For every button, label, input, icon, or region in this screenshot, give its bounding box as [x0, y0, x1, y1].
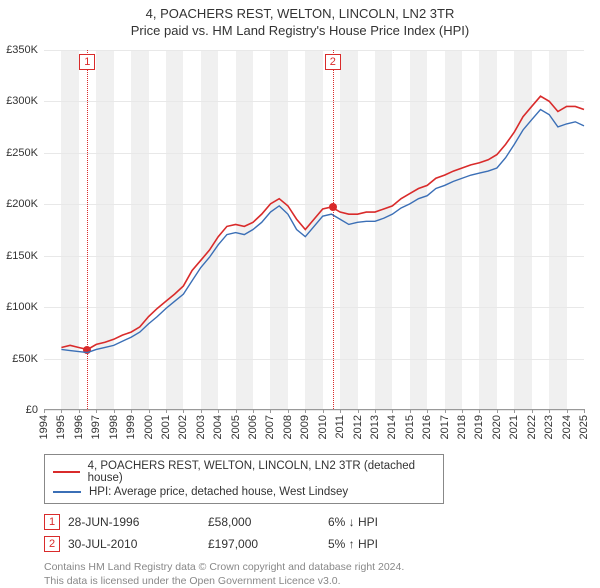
- series-svg: [44, 50, 584, 409]
- x-tick-label: 2014: [386, 415, 398, 439]
- x-tick-label: 2012: [352, 415, 364, 439]
- x-tick: [61, 409, 62, 413]
- legend-label: 4, POACHERS REST, WELTON, LINCOLN, LN2 3…: [88, 460, 435, 484]
- footer-line: Contains HM Land Registry data © Crown c…: [44, 560, 600, 574]
- x-tick-label: 2001: [160, 415, 172, 439]
- series-line: [61, 110, 584, 353]
- legend-swatch: [53, 491, 81, 493]
- x-tick: [410, 409, 411, 413]
- x-tick-label: 2003: [195, 415, 207, 439]
- x-tick: [479, 409, 480, 413]
- y-tick-label: £100K: [6, 301, 38, 313]
- x-tick-label: 2025: [578, 415, 590, 439]
- x-tick: [114, 409, 115, 413]
- x-tick: [340, 409, 341, 413]
- event-delta: 6% ↓ HPI: [328, 515, 468, 529]
- x-tick-label: 2016: [421, 415, 433, 439]
- series-line: [61, 96, 584, 349]
- y-tick-label: £150K: [6, 250, 38, 262]
- gridline: [44, 410, 584, 411]
- legend-box: 4, POACHERS REST, WELTON, LINCOLN, LN2 3…: [44, 454, 444, 504]
- x-tick: [514, 409, 515, 413]
- plot-area: £0£50K£100K£150K£200K£250K£300K£350K1994…: [44, 50, 584, 410]
- x-tick-label: 1999: [125, 415, 137, 439]
- x-tick: [44, 409, 45, 413]
- x-tick: [549, 409, 550, 413]
- x-tick-label: 2008: [282, 415, 294, 439]
- x-tick: [253, 409, 254, 413]
- x-tick-label: 2018: [456, 415, 468, 439]
- x-tick: [149, 409, 150, 413]
- x-tick-label: 2004: [212, 415, 224, 439]
- legend-label: HPI: Average price, detached house, West…: [89, 486, 348, 498]
- chart-title: 4, POACHERS REST, WELTON, LINCOLN, LN2 3…: [0, 0, 600, 21]
- event-id-box: 1: [44, 514, 60, 530]
- event-id-box: 2: [44, 536, 60, 552]
- x-tick-label: 1995: [55, 415, 67, 439]
- x-tick-label: 2010: [317, 415, 329, 439]
- x-tick-label: 2006: [247, 415, 259, 439]
- x-tick: [79, 409, 80, 413]
- x-tick: [584, 409, 585, 413]
- x-tick-label: 2017: [439, 415, 451, 439]
- x-tick: [131, 409, 132, 413]
- x-tick: [236, 409, 237, 413]
- y-tick-label: £50K: [12, 353, 38, 365]
- x-tick: [375, 409, 376, 413]
- x-tick: [445, 409, 446, 413]
- legend-row: HPI: Average price, detached house, West…: [53, 485, 435, 499]
- event-delta: 5% ↑ HPI: [328, 537, 468, 551]
- x-tick: [532, 409, 533, 413]
- x-tick-label: 2024: [561, 415, 573, 439]
- x-tick: [288, 409, 289, 413]
- x-tick-label: 1998: [108, 415, 120, 439]
- x-tick-label: 2021: [508, 415, 520, 439]
- events-table: 1 28-JUN-1996£58,0006% ↓ HPI 2 30-JUL-2010£…: [44, 514, 600, 552]
- chart-subtitle: Price paid vs. HM Land Registry's House …: [0, 21, 600, 38]
- x-tick-label: 2002: [177, 415, 189, 439]
- x-tick-label: 2019: [473, 415, 485, 439]
- event-price: £58,000: [208, 515, 328, 529]
- x-tick: [567, 409, 568, 413]
- x-tick: [427, 409, 428, 413]
- x-tick-label: 1994: [38, 415, 50, 439]
- x-tick-label: 2023: [543, 415, 555, 439]
- y-tick-label: £250K: [6, 147, 38, 159]
- x-tick: [323, 409, 324, 413]
- x-tick-label: 2022: [526, 415, 538, 439]
- y-tick-label: £350K: [6, 44, 38, 56]
- footer-line: This data is licensed under the Open Gov…: [44, 574, 600, 588]
- legend-swatch: [53, 471, 80, 473]
- legend-row: 4, POACHERS REST, WELTON, LINCOLN, LN2 3…: [53, 459, 435, 485]
- x-tick: [270, 409, 271, 413]
- x-tick-label: 2011: [334, 415, 346, 439]
- x-tick: [218, 409, 219, 413]
- x-tick-label: 2020: [491, 415, 503, 439]
- x-tick-label: 2000: [143, 415, 155, 439]
- y-tick-label: £200K: [6, 198, 38, 210]
- x-tick-label: 2009: [299, 415, 311, 439]
- y-tick-label: £300K: [6, 95, 38, 107]
- x-tick: [96, 409, 97, 413]
- x-tick-label: 2015: [404, 415, 416, 439]
- event-price: £197,000: [208, 537, 328, 551]
- x-tick: [166, 409, 167, 413]
- x-tick-label: 1996: [73, 415, 85, 439]
- y-tick-label: £0: [26, 404, 38, 416]
- x-tick-label: 1997: [90, 415, 102, 439]
- x-tick: [497, 409, 498, 413]
- x-tick-label: 2005: [230, 415, 242, 439]
- x-tick: [392, 409, 393, 413]
- x-tick-label: 2007: [264, 415, 276, 439]
- x-tick: [358, 409, 359, 413]
- x-tick: [305, 409, 306, 413]
- x-tick: [201, 409, 202, 413]
- event-date: 28-JUN-1996: [68, 515, 208, 529]
- x-tick: [462, 409, 463, 413]
- footer-attribution: Contains HM Land Registry data © Crown c…: [44, 560, 600, 588]
- x-tick-label: 2013: [369, 415, 381, 439]
- event-date: 30-JUL-2010: [68, 537, 208, 551]
- x-tick: [183, 409, 184, 413]
